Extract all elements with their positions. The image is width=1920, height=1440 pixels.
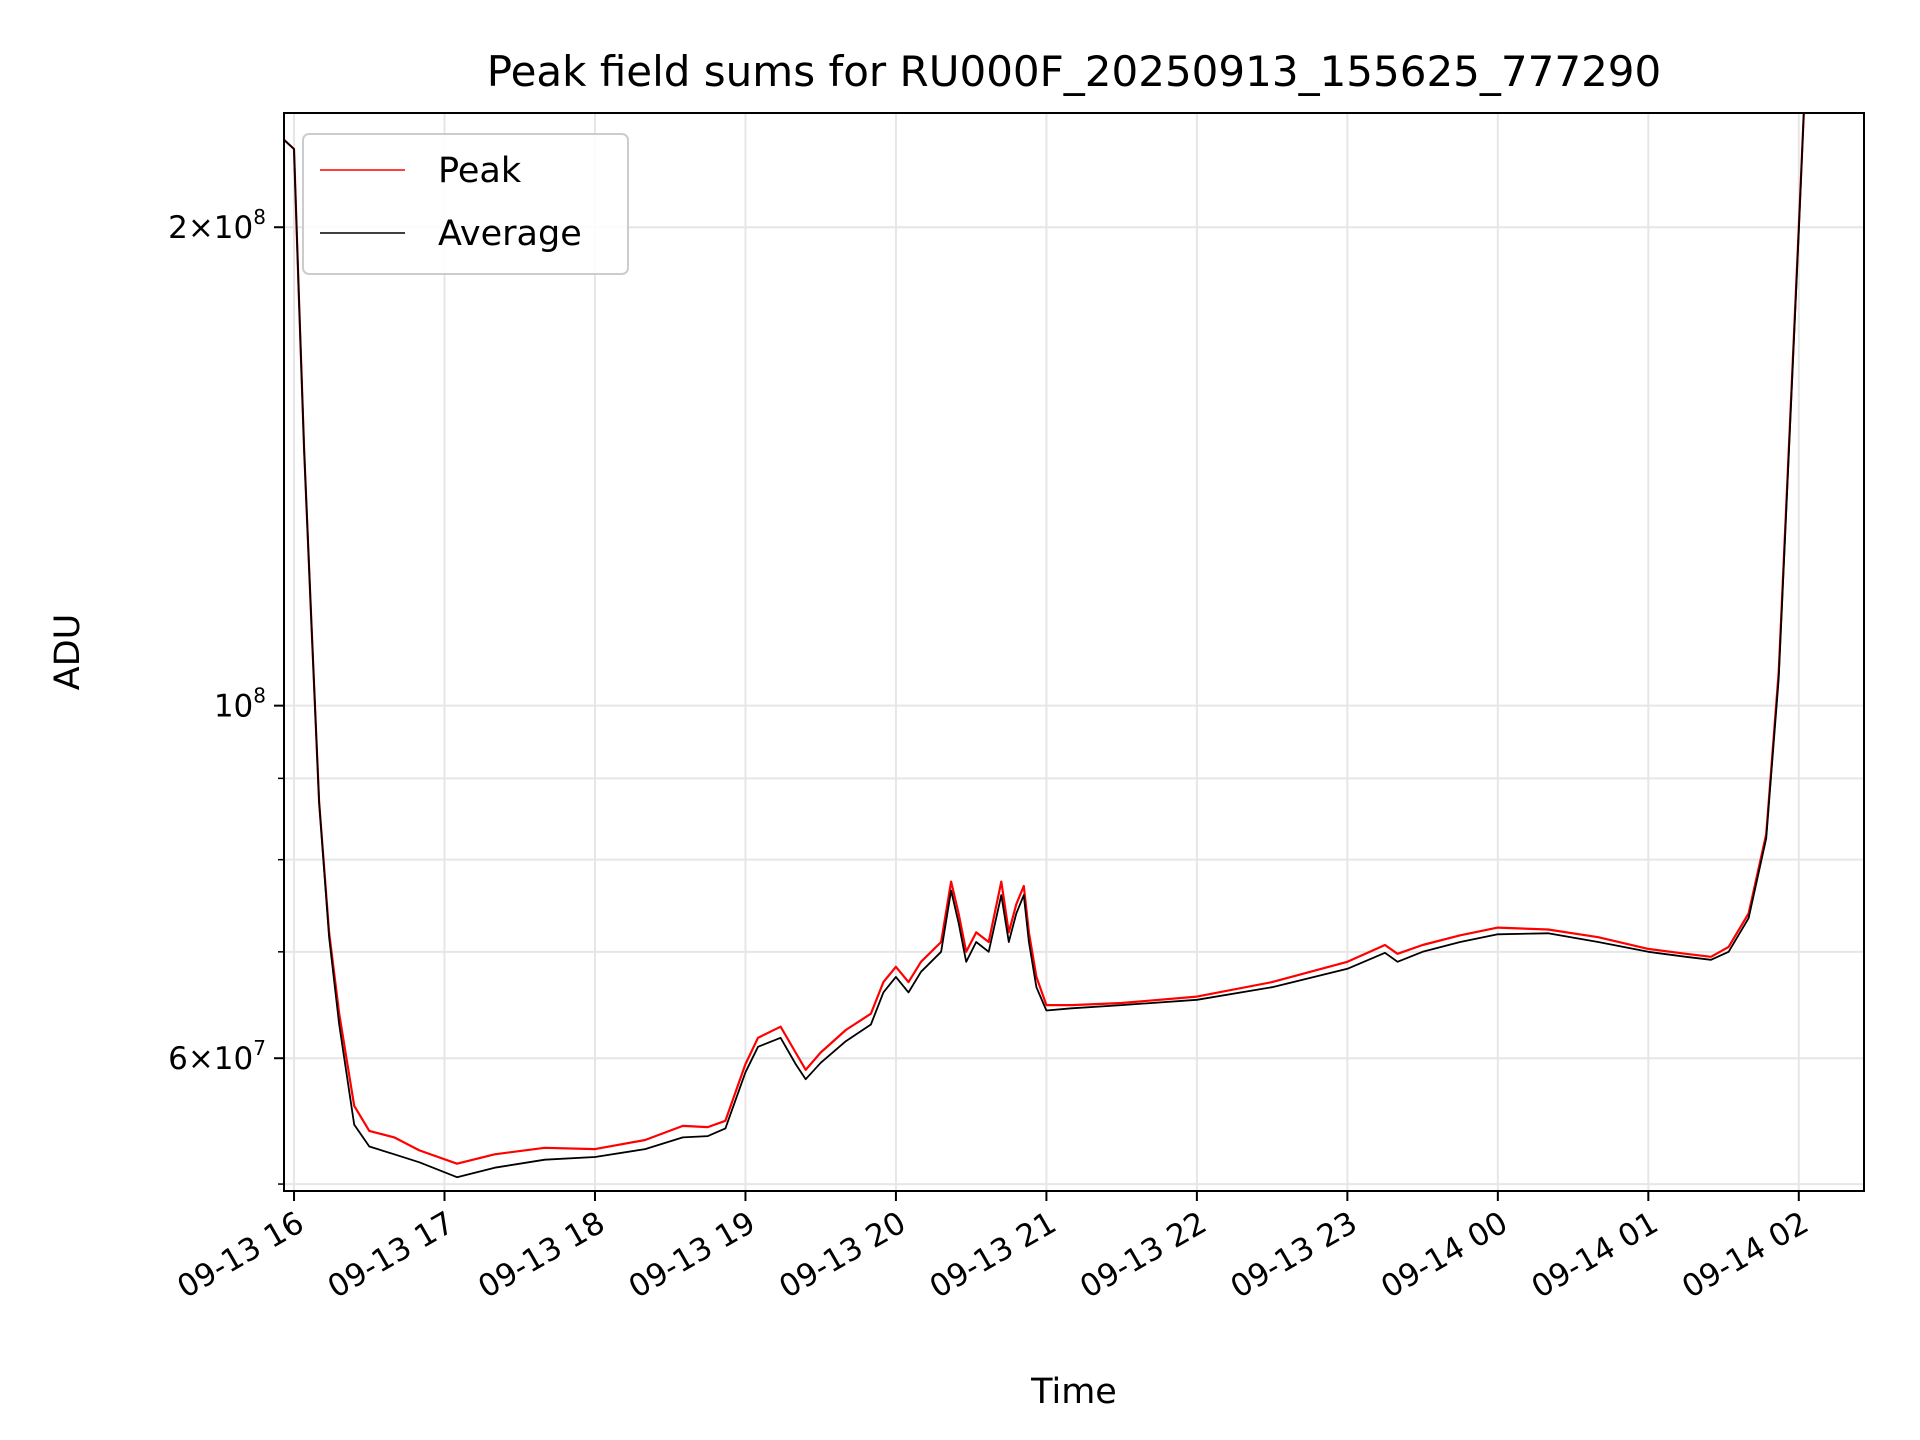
plot-frame [283, 112, 1865, 1192]
series-line-peak [284, 113, 1805, 1165]
x-axis-label: Time [1030, 1372, 1117, 1412]
grid [284, 113, 1864, 1191]
y-axis: 6×107 108 2×108 [168, 205, 284, 1185]
y-tick-label: 2×108 [168, 205, 266, 246]
series-lines [284, 113, 1805, 1179]
legend-label-peak: Peak [438, 151, 522, 191]
legend: Peak Average [302, 133, 629, 275]
chart-title: Peak field sums for RU000F_20250913_1556… [487, 47, 1661, 96]
legend-label-average: Average [438, 214, 582, 254]
y-tick-label: 6×107 [168, 1036, 266, 1077]
y-tick-label: 108 [214, 684, 266, 725]
legend-box [302, 133, 629, 275]
y-axis-label: ADU [48, 614, 88, 691]
series-line-average [284, 113, 1805, 1179]
plot-background [284, 113, 1864, 1191]
